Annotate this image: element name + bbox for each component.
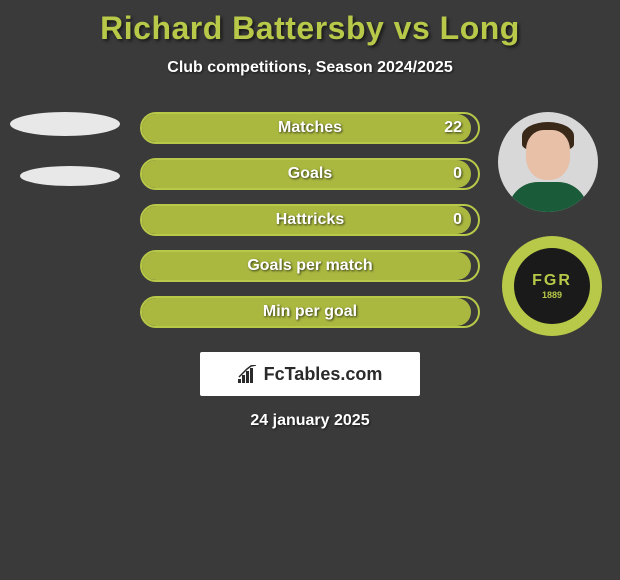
placeholder-ellipse <box>20 166 120 186</box>
placeholder-ellipse <box>10 112 120 136</box>
club-badge: FGR 1889 <box>502 236 602 336</box>
stat-bar: Goals 0 <box>140 158 480 190</box>
player1-placeholder <box>10 112 120 186</box>
stat-bar-value: 0 <box>453 165 462 183</box>
fctables-logo: FcTables.com <box>200 352 420 396</box>
stat-bar-label: Hattricks <box>276 211 344 229</box>
stat-bar: Hattricks 0 <box>140 204 480 236</box>
stat-bar-value: 22 <box>444 119 462 137</box>
player2-avatar <box>498 112 598 212</box>
stats-area: Matches 22 Goals 0 Hattricks 0 Goals per match… <box>0 112 620 342</box>
stat-bar-label: Goals per match <box>247 257 372 275</box>
stat-bars: Matches 22 Goals 0 Hattricks 0 Goals per match… <box>140 112 480 342</box>
stat-bar-label: Matches <box>278 119 342 137</box>
stat-bar-label: Min per goal <box>263 303 357 321</box>
stat-bar-value: 0 <box>453 211 462 229</box>
club-badge-abbr: FGR <box>532 272 572 290</box>
logo-text: FcTables.com <box>264 364 383 385</box>
stat-bar: Min per goal <box>140 296 480 328</box>
snapshot-date: 24 january 2025 <box>0 412 620 430</box>
stat-bar: Matches 22 <box>140 112 480 144</box>
stat-bar: Goals per match <box>140 250 480 282</box>
season-subtitle: Club competitions, Season 2024/2025 <box>0 59 620 77</box>
club-badge-year: 1889 <box>542 290 562 300</box>
chart-icon <box>238 365 258 383</box>
player2-column: FGR 1889 <box>498 112 602 336</box>
comparison-title: Richard Battersby vs Long <box>0 10 620 47</box>
stat-bar-label: Goals <box>288 165 332 183</box>
